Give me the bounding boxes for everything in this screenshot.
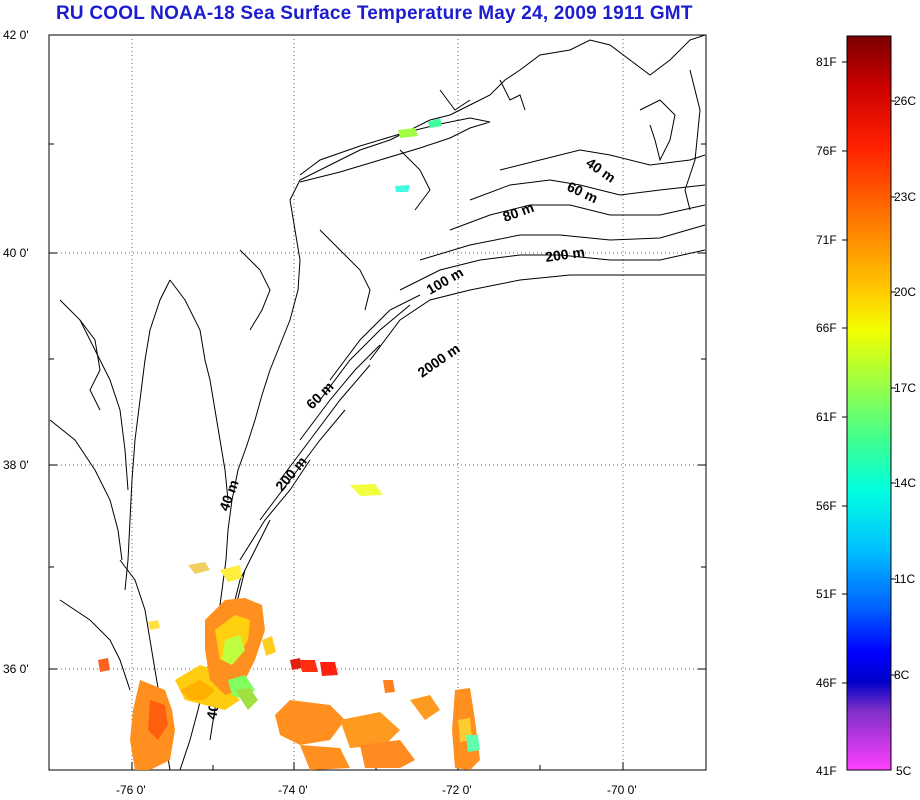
- colorbar-f-label: 51F: [816, 587, 837, 601]
- lat-label-38: 38 0': [3, 458, 29, 472]
- colorbar-c-label: 26C: [894, 94, 916, 108]
- lon-label-72: -72 0': [442, 783, 472, 797]
- colorbar-c-label: 17C: [894, 381, 916, 395]
- colorbar-c-label: 5C: [896, 764, 912, 778]
- colorbar-c-label: 20C: [894, 285, 916, 299]
- lon-label-74: -74 0': [278, 783, 308, 797]
- colorbar-f-label: 56F: [816, 499, 837, 513]
- sst-imagery: [98, 118, 480, 770]
- contour-label: 200 m: [544, 244, 586, 265]
- map-frame: [48, 34, 707, 771]
- colorbar-c-label: 23C: [894, 190, 916, 204]
- coastlines: [49, 34, 706, 771]
- colorbar-f-label: 81F: [816, 55, 837, 69]
- colorbar: [846, 35, 892, 771]
- lat-label-40: 40 0': [3, 246, 29, 260]
- map-title: RU COOL NOAA-18 Sea Surface Temperature …: [56, 3, 693, 24]
- lat-label-42: 42 0': [3, 28, 29, 42]
- colorbar-f-label: 76F: [816, 144, 837, 158]
- lat-label-36: 36 0': [3, 662, 29, 676]
- axis-ticks: [49, 34, 706, 770]
- colorbar-ticks: [842, 61, 896, 684]
- colorbar-f-label: 46F: [816, 676, 837, 690]
- colorbar-c-label: 8C: [894, 668, 910, 682]
- colorbar-f-label: 71F: [816, 233, 837, 247]
- bathymetry-contours: [209, 149, 706, 741]
- colorbar-c-label: 14C: [894, 476, 916, 490]
- colorbar-c-label: 11C: [894, 572, 915, 586]
- lon-label-70: -70 0': [607, 783, 637, 797]
- colorbar-f-label: 61F: [816, 410, 837, 424]
- colorbar-f-label: 41F: [816, 764, 837, 778]
- lon-label-76: -76 0': [116, 783, 146, 797]
- colorbar-f-label: 66F: [816, 321, 837, 335]
- graticule: [49, 35, 706, 770]
